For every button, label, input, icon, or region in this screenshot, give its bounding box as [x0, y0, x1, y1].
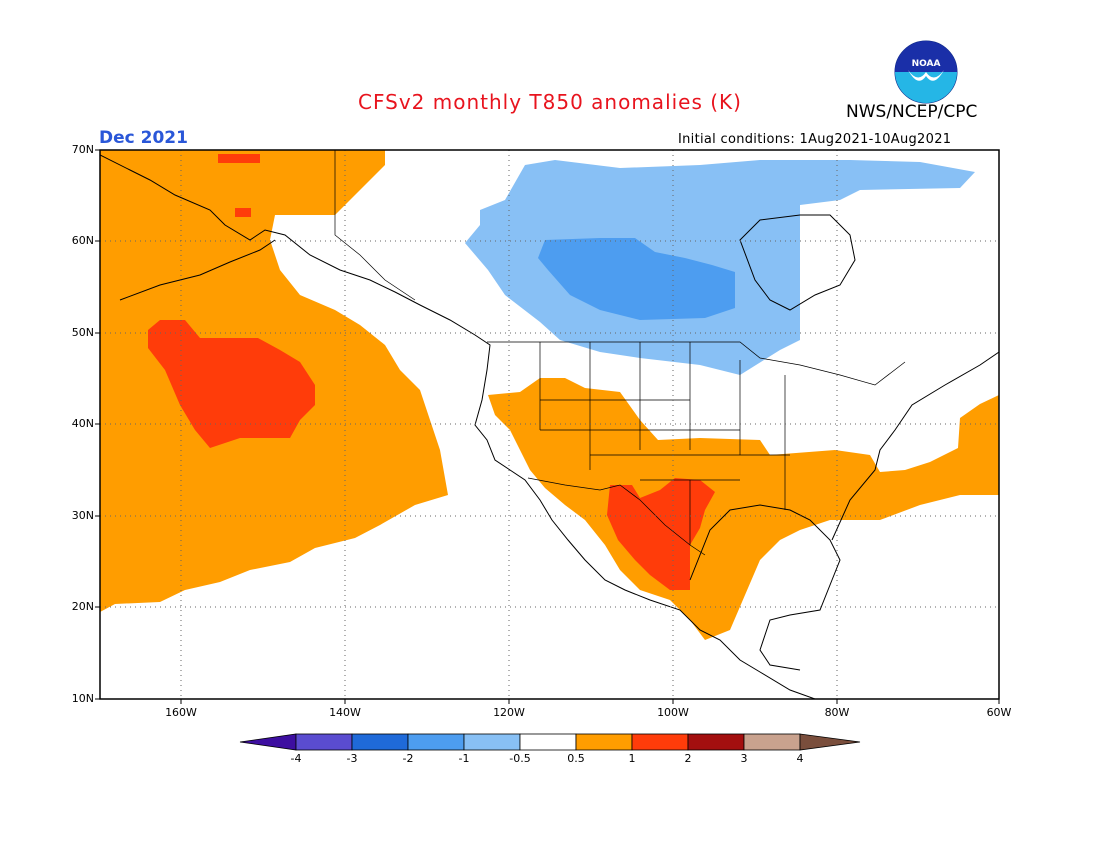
lon-label: 80W — [824, 706, 850, 719]
border-state-grid — [539, 342, 790, 545]
coastline-aleutians — [119, 239, 276, 301]
border-us-mexico — [527, 477, 706, 556]
coastline-hudson-bay — [739, 214, 856, 311]
chart-title: CFSv2 monthly T850 anomalies (K) — [358, 90, 742, 114]
lon-label: 140W — [329, 706, 361, 719]
anomaly-field — [100, 150, 999, 699]
colorbar-swatch — [463, 733, 521, 751]
colorbar-swatch — [295, 733, 353, 751]
colorbar-label: 4 — [796, 752, 804, 765]
colorbar-label: -3 — [346, 752, 358, 765]
colorbar-label: 1 — [628, 752, 636, 765]
agency-label: NWS/NCEP/CPC — [846, 102, 978, 122]
lat-label: 40N — [71, 417, 94, 430]
lon-label: 160W — [165, 706, 197, 719]
colorbar-swatch — [743, 733, 801, 751]
anomaly-region-pacific-hot — [148, 320, 315, 448]
lon-label: 100W — [657, 706, 689, 719]
colorbar-swatch-min — [239, 733, 297, 751]
coastline-gulf — [689, 504, 841, 671]
colorbar-label: -4 — [290, 752, 302, 765]
lat-label: 30N — [71, 509, 94, 522]
lat-label: 50N — [71, 326, 94, 339]
anomaly-region-us-warm — [488, 378, 999, 640]
colorbar-label: 0.5 — [567, 752, 585, 765]
axis-ticks — [95, 149, 1000, 704]
colorbar-swatch — [575, 733, 633, 751]
colorbar-swatch — [351, 733, 409, 751]
colorbar-swatch — [519, 733, 577, 751]
anomaly-region-texas-hot — [607, 478, 715, 590]
anomaly-spot-arctic — [218, 154, 260, 163]
noaa-logo-text: NOAA — [912, 59, 941, 69]
colorbar-swatch — [687, 733, 745, 751]
anomaly-region-canada-colder — [538, 238, 735, 320]
colorbar-swatch-max — [799, 733, 861, 751]
noaa-logo: NOAA — [894, 40, 958, 104]
lat-label: 10N — [71, 692, 94, 705]
colorbar-label: 2 — [684, 752, 692, 765]
anomaly-spot-bering — [235, 208, 251, 217]
lat-label: 70N — [71, 143, 94, 156]
colorbar-label: -2 — [402, 752, 414, 765]
valid-month: Dec 2021 — [99, 128, 188, 148]
border-alaska — [334, 150, 416, 301]
political-borders — [334, 150, 906, 556]
lat-label: 60N — [71, 234, 94, 247]
initial-conditions: Initial conditions: 1Aug2021-10Aug2021 — [678, 132, 952, 147]
colorbar-label: -0.5 — [509, 752, 531, 765]
colorbar-swatch — [631, 733, 689, 751]
colorbar — [239, 733, 861, 751]
lon-label: 60W — [986, 706, 1012, 719]
colorbar-label: 3 — [740, 752, 748, 765]
colorbar-swatch — [407, 733, 465, 751]
colorbar-label: -1 — [458, 752, 470, 765]
coastline-alaska — [100, 154, 816, 699]
coastline-east — [831, 351, 999, 541]
lat-label: 20N — [71, 600, 94, 613]
border-canada-us — [487, 341, 906, 386]
lon-label: 120W — [493, 706, 525, 719]
coastlines — [100, 154, 999, 699]
